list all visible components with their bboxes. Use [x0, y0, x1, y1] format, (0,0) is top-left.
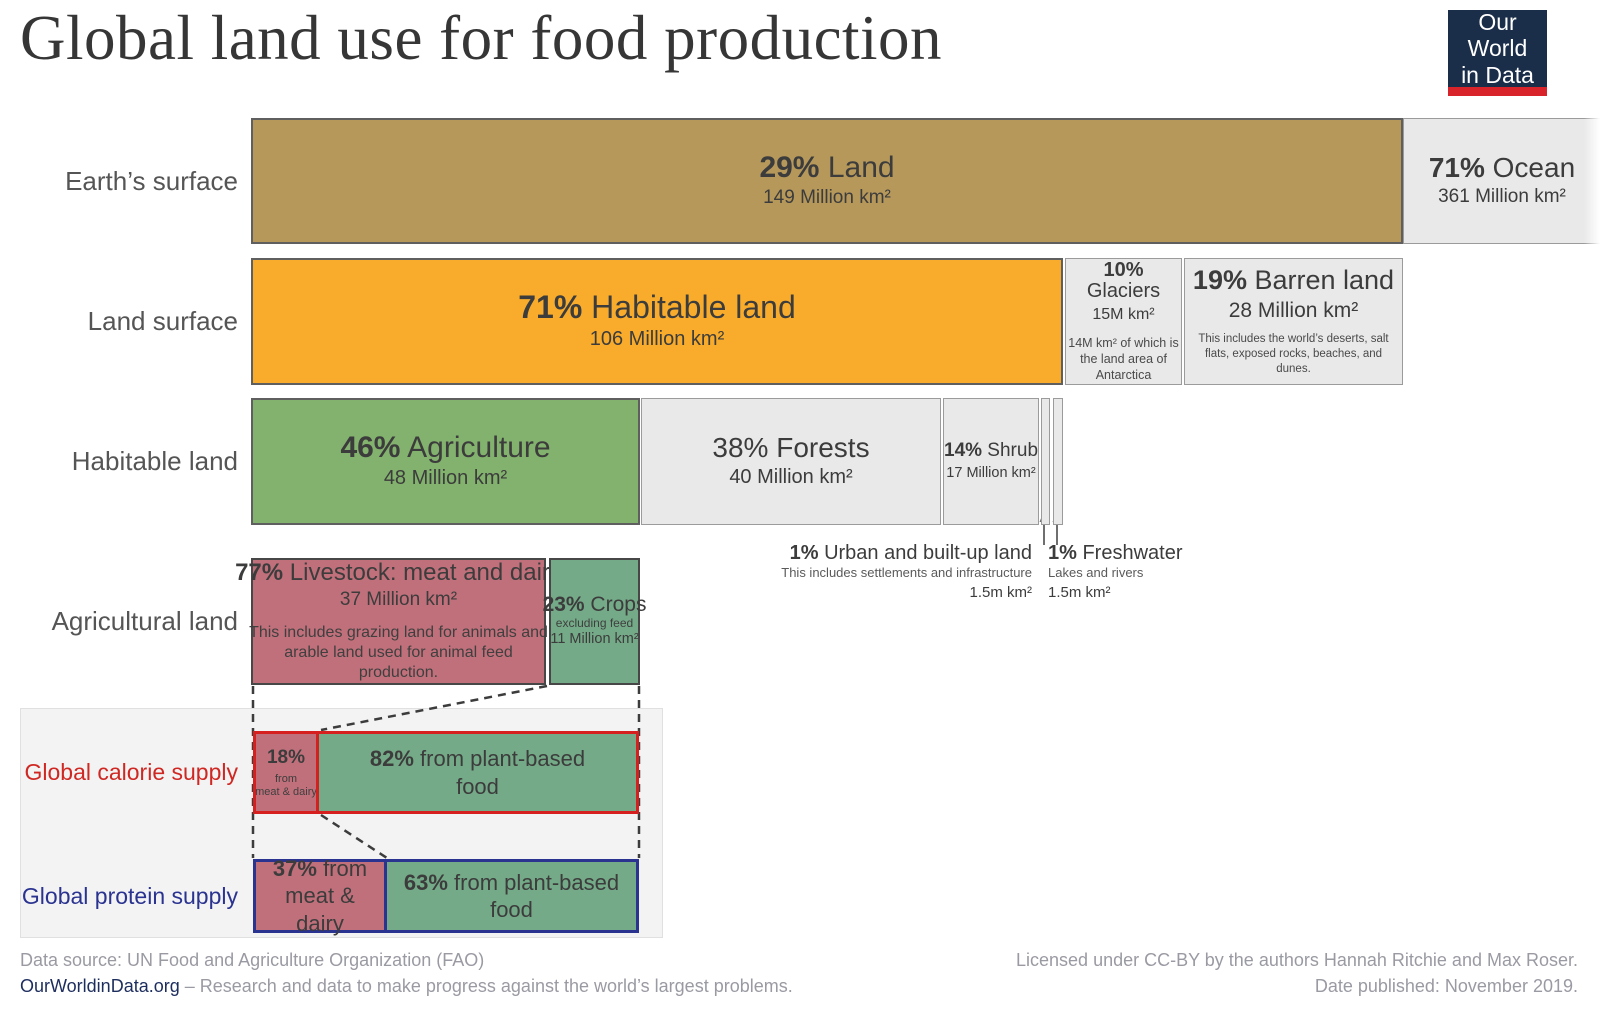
protein-meat-name: from meat & dairy [285, 855, 368, 936]
row-label-earths-surface: Earth’s surface [65, 165, 238, 196]
bar-habitable-land: 71% Habitable land 106 Million km² [251, 258, 1063, 385]
freshwater-pct: 1% [1048, 542, 1077, 564]
livestock-area: 37 Million km² [339, 588, 458, 610]
row-label-land-surface: Land surface [87, 306, 238, 336]
annotation-urban: 1% Urban and built-up land This includes… [632, 541, 1032, 603]
livestock-name: Livestock: meat and dairy [283, 558, 562, 586]
bar-urban-sliver [1041, 398, 1050, 525]
glaciers-name: Glaciers [1086, 279, 1161, 302]
row-label-habitable-land: Habitable land [71, 446, 238, 476]
forests-name: Forests [768, 431, 870, 463]
protein-plant-name: from plant-based food [447, 869, 620, 923]
land-name: Land [819, 150, 895, 184]
land-area: 149 Million km² [763, 187, 891, 209]
bar-land: 29% Land 149 Million km² [251, 118, 1403, 244]
calorie-plant-name: from plant-based food [413, 746, 586, 799]
crops-note: excluding feed [555, 616, 634, 631]
urban-name: Urban and built-up land [818, 542, 1032, 564]
footer-right: Licensed under CC-BY by the authors Hann… [1016, 947, 1578, 999]
forests-area: 40 Million km² [729, 466, 853, 489]
barren-note: This includes the world’s deserts, salt … [1198, 332, 1389, 375]
agriculture-name: Agriculture [400, 430, 551, 464]
ocean-pct: 71% [1428, 151, 1485, 183]
row-label-calorie-supply: Global calorie supply [24, 759, 238, 785]
glaciers-note: 14M km² of which is the land area of Ant… [1068, 335, 1179, 383]
bar-shrub: 14% Shrub 17 Million km² [943, 398, 1039, 525]
calorie-meat-pct: 18% [266, 746, 306, 768]
chart-title: Global land use for food production [20, 3, 943, 73]
bar-freshwater-sliver [1053, 398, 1063, 525]
urban-note: This includes settlements and infrastruc… [781, 565, 1032, 580]
agriculture-area: 48 Million km² [383, 467, 508, 490]
crops-name: Crops [584, 593, 647, 617]
bar-barren-land: 19% Barren land 28 Million km² This incl… [1184, 258, 1403, 385]
freshwater-area: 1.5m km² [1048, 583, 1111, 601]
calorie-meat-from: from [275, 772, 297, 785]
freshwater-note: Lakes and rivers [1048, 565, 1144, 580]
protein-plant-pct: 63% [403, 869, 448, 895]
shrub-pct: 14% [944, 439, 983, 461]
glaciers-area: 15M km² [1092, 305, 1155, 323]
urban-pct: 1% [789, 542, 819, 564]
footer-tagline: – Research and data to make progress aga… [179, 976, 793, 997]
footer-owid-link[interactable]: OurWorldinData.org [20, 976, 180, 997]
row-label-agricultural-land: Agricultural land [51, 606, 238, 636]
agriculture-pct: 46% [340, 430, 401, 464]
bar-calorie-meat: 18% from meat & dairy [253, 731, 319, 814]
annotation-freshwater: 1% Freshwater Lakes and rivers 1.5m km² [1048, 541, 1268, 603]
bar-crops: 23% Crops excluding feed 11 Million km² [543, 558, 646, 685]
habitable-area: 106 Million km² [589, 328, 725, 351]
shrub-name: Shrub [982, 439, 1039, 461]
livestock-note: This includes grazing land for animals a… [249, 624, 548, 682]
bar-glaciers: 10% Glaciers 15M km² 14M km² of which is… [1065, 258, 1182, 385]
bar-agriculture: 46% Agriculture 48 Million km² [251, 398, 640, 525]
land-pct: 29% [759, 150, 820, 184]
bar-protein-plant: 63% from plant-based food [384, 859, 639, 933]
calorie-plant-pct: 82% [369, 746, 414, 771]
ocean-area: 361 Million km² [1438, 186, 1566, 208]
protein-meat-pct: 37% [272, 855, 317, 881]
forests-pct: 38% [712, 431, 769, 463]
logo-line1: Our World [1467, 8, 1528, 62]
habitable-pct: 71% [518, 288, 583, 325]
barren-pct: 19% [1192, 265, 1247, 296]
ocean-name: Ocean [1484, 151, 1576, 183]
freshwater-name: Freshwater [1076, 542, 1183, 564]
livestock-pct: 77% [235, 558, 284, 586]
bar-livestock: 77% Livestock: meat and dairy 37 Million… [235, 558, 562, 685]
bar-protein-meat: 37% from meat & dairy [253, 855, 387, 936]
logo-line2: in Data [1461, 61, 1534, 88]
owid-logo: Our World in Data [1448, 8, 1547, 96]
urban-area: 1.5m km² [969, 583, 1032, 601]
bar-forests: 38% Forests 40 Million km² [641, 398, 941, 525]
shrub-area: 17 Million km² [946, 464, 1036, 481]
crops-area: 11 Million km² [550, 631, 639, 648]
footer-left: Data source: UN Food and Agriculture Org… [20, 947, 793, 999]
barren-area: 28 Million km² [1228, 298, 1359, 322]
footer-date: Date published: November 2019. [1314, 976, 1578, 997]
crops-pct: 23% [542, 593, 585, 617]
footer-license: Licensed under CC-BY by the authors Hann… [1016, 950, 1578, 970]
glaciers-pct: 10% [1103, 258, 1144, 281]
row-label-protein-supply: Global protein supply [21, 882, 238, 909]
barren-name: Barren land [1246, 265, 1395, 296]
bar-ocean: 71% Ocean 361 Million km² [1403, 117, 1600, 245]
bar-calorie-plant: 82% from plant-based food [316, 731, 639, 814]
calorie-meat-line2: meat & dairy [255, 785, 317, 798]
habitable-name: Habitable land [582, 288, 796, 325]
footer-datasource: Data source: UN Food and Agriculture Org… [20, 950, 485, 970]
